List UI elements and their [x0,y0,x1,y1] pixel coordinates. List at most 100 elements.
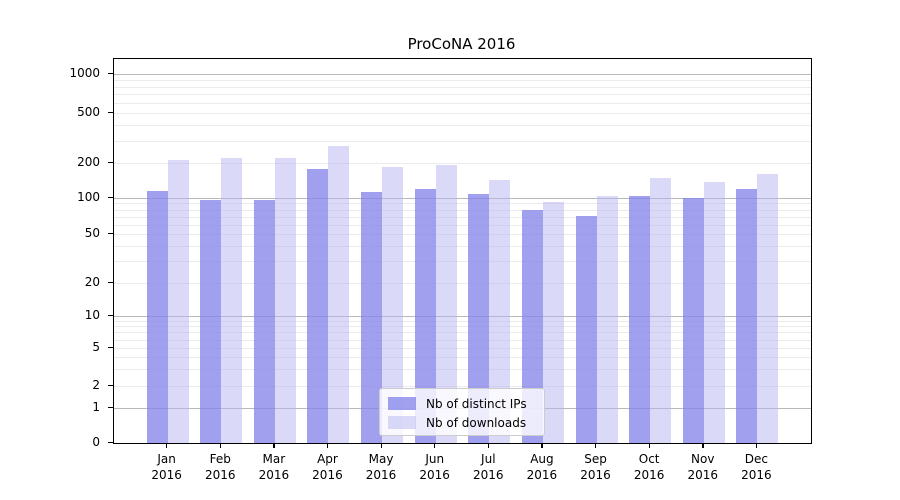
y-tick-label: 20 [84,275,100,289]
x-tick-label: Jan 2016 [151,452,182,482]
gridline-major [114,316,811,317]
bar-downloads [489,179,511,443]
bar-downloads [221,157,243,443]
y-tick-label: 200 [77,155,100,169]
x-tick-mark [166,443,168,448]
chart-title: ProCoNA 2016 [407,35,516,53]
bar-downloads [703,182,725,443]
x-tick-label: Dec 2016 [741,452,772,482]
x-tick-label: Jun 2016 [419,452,450,482]
gridline-minor [114,86,811,88]
gridline-major [114,198,811,199]
y-tick-mark [108,161,113,163]
bar-distinct-ips [521,209,543,443]
gridline-minor [114,245,811,247]
bar-downloads [274,157,296,443]
bar-distinct-ips [682,198,704,443]
y-tick-mark [108,346,113,348]
gridline-minor [114,140,811,142]
y-tick-mark [108,281,113,283]
legend: Nb of distinct IPs Nb of downloads [379,388,545,436]
gridline-minor [114,125,811,127]
x-tick-mark [487,443,490,448]
y-tick-mark [108,232,113,234]
x-tick-mark [219,443,222,448]
gridline-minor [114,261,811,263]
x-tick-label: Oct 2016 [633,452,665,482]
legend-row: Nb of downloads [388,413,536,432]
y-tick-mark [108,314,113,316]
y-tick-label: 1 [92,400,100,414]
x-tick-label: Sep 2016 [580,452,611,482]
gridline-minor [114,283,811,284]
x-tick-label: Mar 2016 [258,452,290,482]
gridline-major [114,74,811,75]
bar-distinct-ips [468,194,490,443]
y-tick-mark [108,72,113,74]
x-tick-mark [702,443,704,448]
bar-distinct-ips [575,215,597,443]
gridline-minor [114,326,811,328]
x-tick-mark [755,443,758,448]
legend-swatch-downloads [388,416,416,429]
y-tick-label: 500 [77,105,100,119]
bar-downloads [650,177,672,443]
x-tick-mark [595,443,597,448]
bar-distinct-ips [253,199,275,443]
bar-distinct-ips [736,189,758,443]
x-tick-label: Feb 2016 [204,452,236,482]
bar-downloads [596,196,618,443]
bar-distinct-ips [146,190,168,443]
x-tick-label: Nov 2016 [687,452,719,482]
x-tick-mark [380,443,382,448]
gridline-minor [114,224,811,226]
bar-downloads [757,173,779,443]
bar-distinct-ips [307,169,329,443]
gridline-minor [114,234,811,235]
y-tick-label: 50 [84,226,100,240]
legend-label-downloads: Nb of downloads [426,415,527,430]
x-tick-label: Jul 2016 [473,452,504,482]
bar-distinct-ips [361,192,383,443]
gridline-minor [114,332,811,334]
gridline-minor [114,94,811,96]
x-tick-mark [434,443,436,448]
y-tick-label: 0 [92,435,100,449]
gridline-minor [114,209,811,211]
bar-downloads [328,145,350,443]
y-tick-label: 5 [92,340,100,354]
y-tick-mark [108,196,113,198]
x-tick-mark [273,443,275,448]
y-tick-label: 2 [92,378,100,392]
gridline-minor [114,320,811,322]
y-tick-mark [108,406,113,408]
bar-distinct-ips [414,188,436,443]
bar-distinct-ips [629,195,651,443]
gridline-minor [114,113,811,114]
legend-swatch-distinct-ips [388,397,416,410]
x-tick-mark [326,443,329,448]
gridline-minor [114,79,811,81]
bar-downloads [382,166,404,443]
x-tick-label: Aug 2016 [526,452,558,482]
gridline-minor [114,203,811,205]
gridline-minor [114,339,811,341]
gridline-minor [114,163,811,164]
y-tick-label: 1000 [69,66,100,80]
gridline-minor [114,386,811,387]
x-tick-mark [648,443,650,448]
legend-row: Nb of distinct IPs [388,394,536,413]
bar-downloads [167,160,189,443]
bar-downloads [435,165,457,443]
bar-distinct-ips [200,199,222,443]
y-tick-mark [108,441,113,443]
plot-area [113,58,812,444]
x-tick-mark [541,443,543,448]
y-tick-mark [108,384,113,386]
gridline-minor [114,216,811,218]
gridline-minor [114,357,811,359]
y-tick-mark [108,111,113,113]
bar-downloads [542,201,564,443]
legend-label-distinct-ips: Nb of distinct IPs [426,396,527,411]
